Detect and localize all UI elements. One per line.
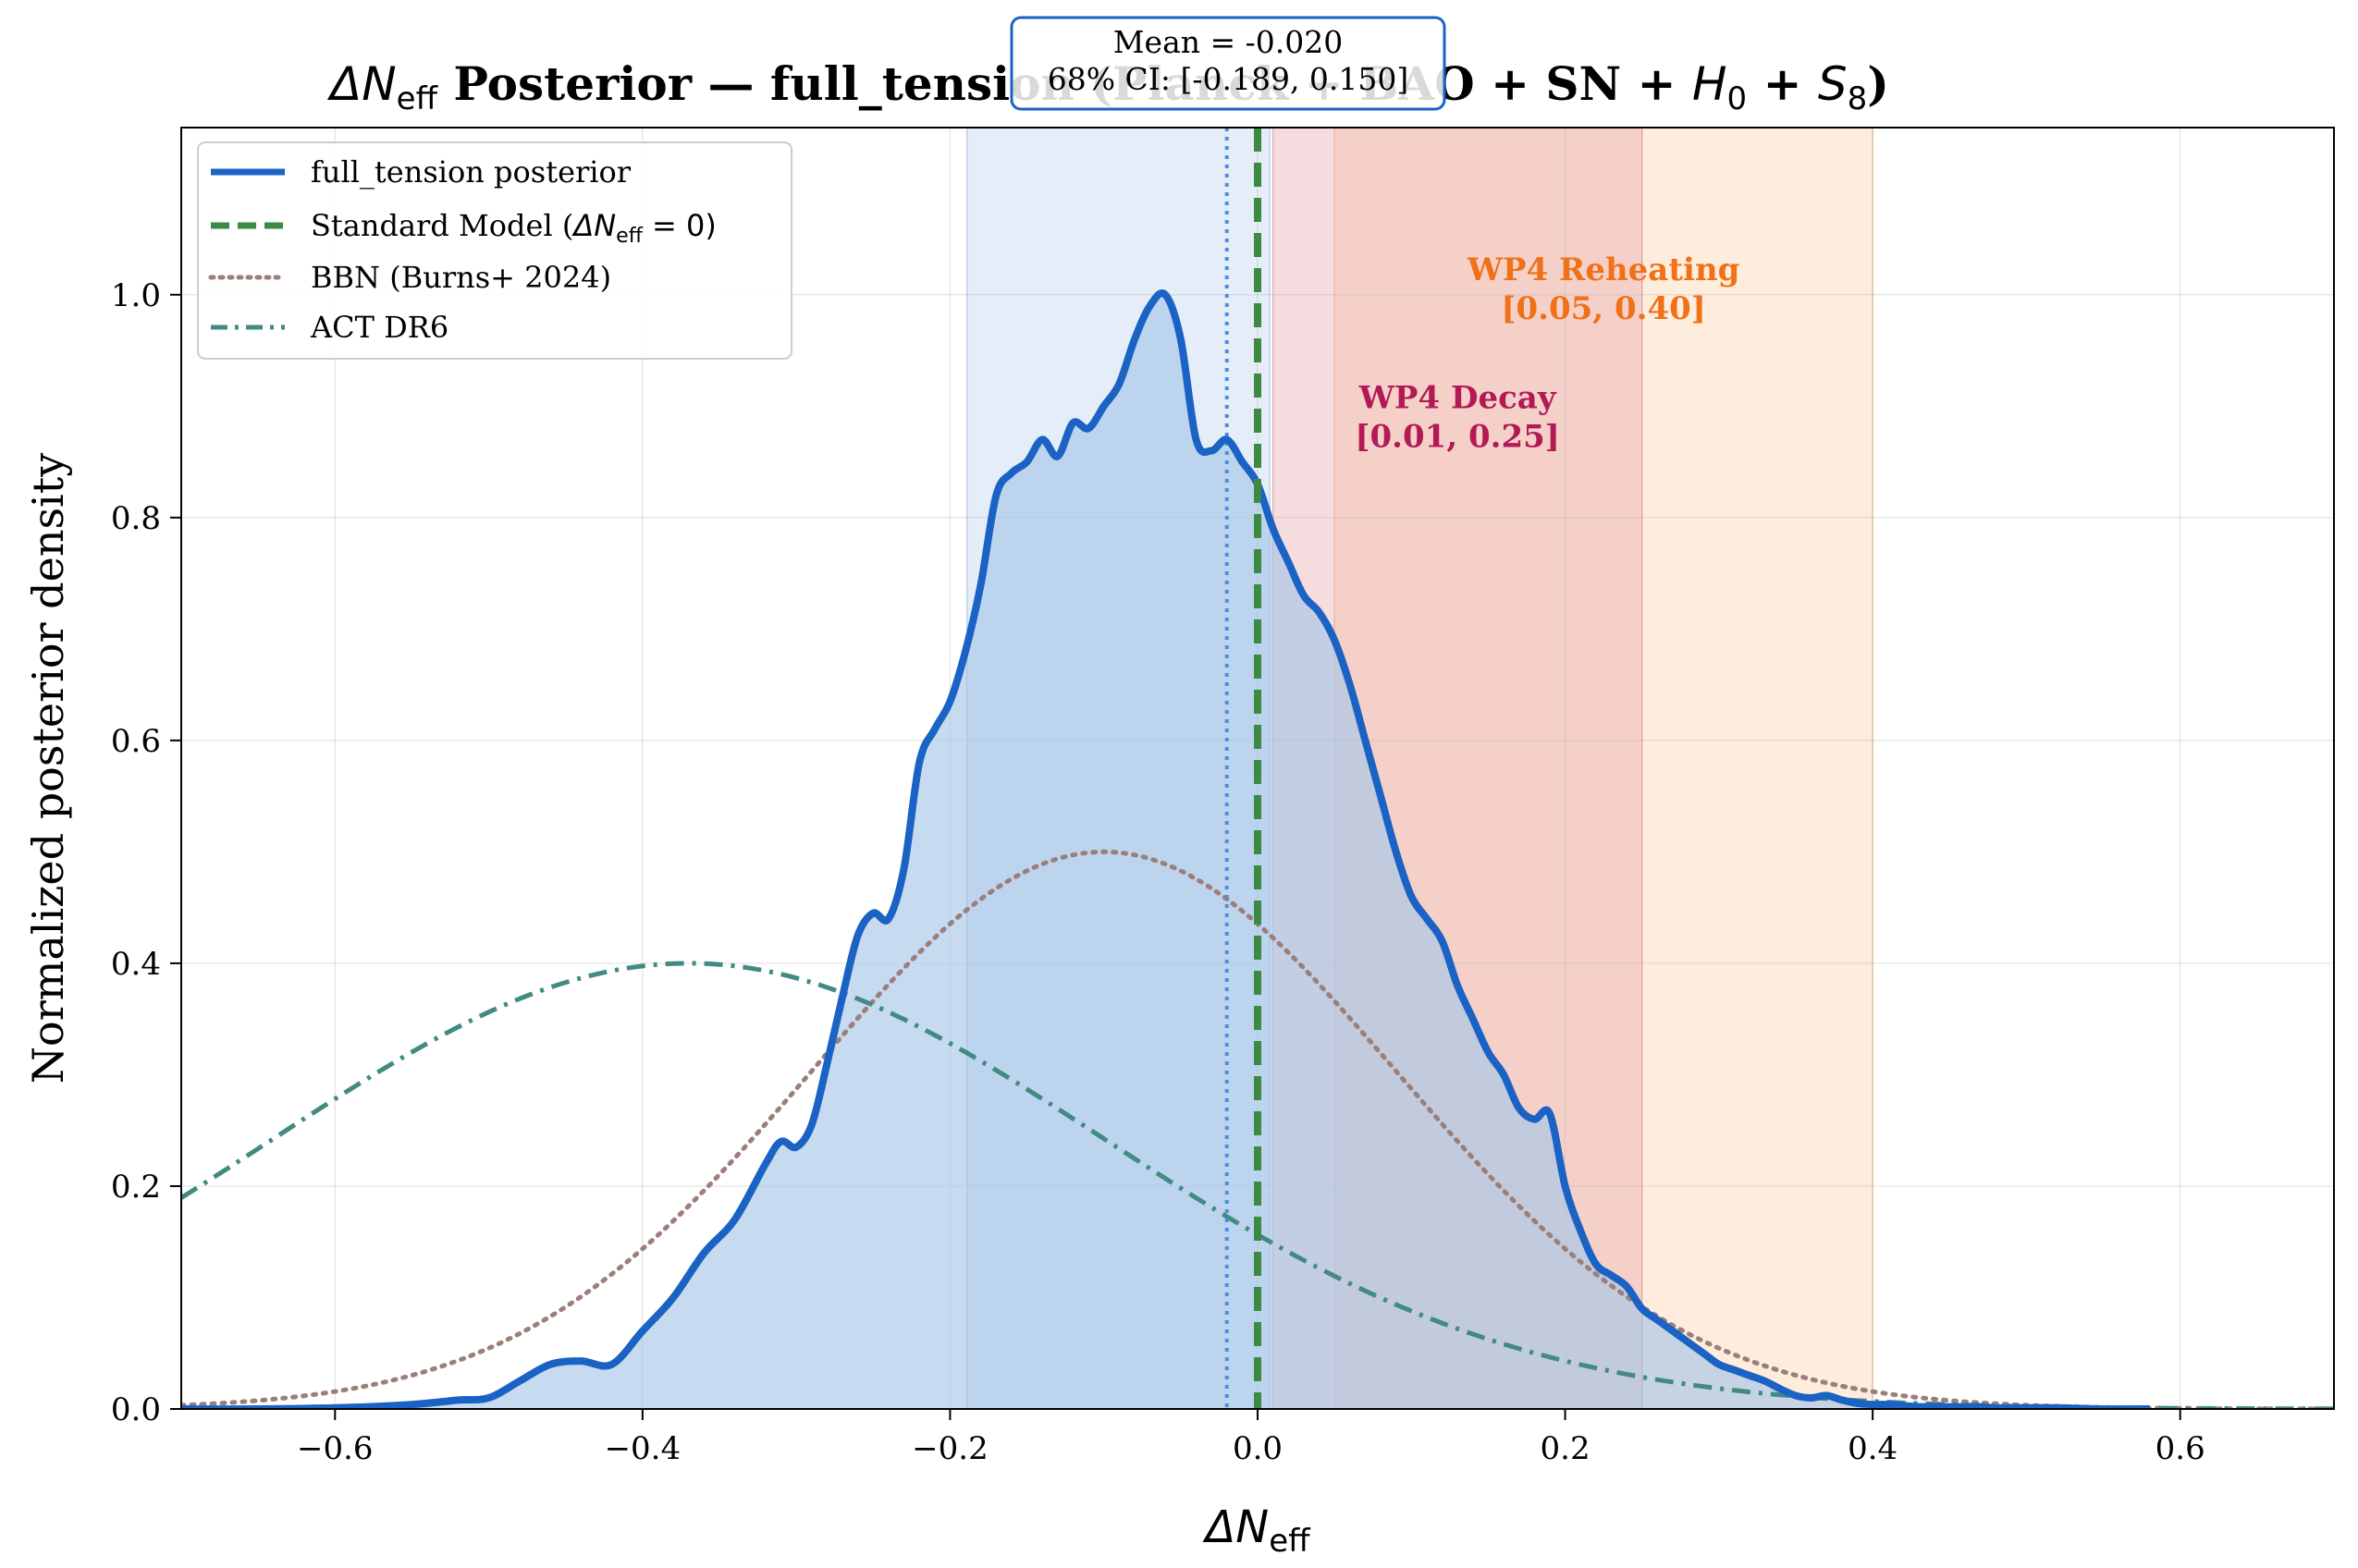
band-label-decay: WP4 Decay [0.01, 0.25] [1355, 379, 1559, 455]
band-label-decay-name: WP4 Decay [1358, 379, 1557, 416]
title-s-sub: 8 [1848, 80, 1868, 117]
x-tick-label-0: −0.6 [297, 1430, 374, 1467]
legend-sm-sub: eff [616, 225, 644, 248]
title-s: S [1818, 57, 1848, 111]
title-h: H [1692, 57, 1727, 111]
title-h-sub: 0 [1727, 80, 1748, 117]
legend-frame [197, 141, 792, 360]
band-label-reheating-range: [0.05, 0.40] [1501, 290, 1705, 327]
y-tick-label-0: 0.0 [111, 1391, 161, 1428]
x-axis-label: ΔNeff [1201, 1501, 1311, 1560]
y-ticks: 0.0 0.2 0.4 0.6 0.8 1.0 [111, 277, 181, 1428]
y-tick-label-2: 0.4 [111, 946, 161, 983]
legend: full_tension posterior Standard Model (Δ… [197, 141, 792, 360]
band-label-decay-range: [0.01, 0.25] [1355, 418, 1559, 455]
title-close: ) [1867, 56, 1889, 111]
x-tick-label-4: 0.2 [1541, 1430, 1590, 1467]
legend-sm-math: ΔN [571, 208, 616, 243]
y-tick-label-1: 0.2 [111, 1169, 161, 1206]
title-math-sub: eff [397, 80, 439, 117]
x-axis-label-main: ΔN [1201, 1501, 1269, 1553]
stats-box: Mean = -0.020 68% CI: [-0.189, 0.150] [1010, 16, 1446, 111]
legend-sm-suffix: = 0) [643, 208, 717, 243]
legend-label-bbn: BBN (Burns+ 2024) [311, 260, 611, 295]
band-label-reheating-name: WP4 Reheating [1467, 251, 1740, 288]
x-tick-label-1: −0.4 [605, 1430, 682, 1467]
legend-label-standard-model: Standard Model (ΔNeff = 0) [311, 208, 717, 248]
title-plus: + [1747, 56, 1818, 111]
y-tick-label-4: 0.8 [111, 500, 161, 537]
title-math-delta: ΔN [326, 57, 397, 111]
y-tick-label-3: 0.6 [111, 723, 161, 760]
band-label-reheating: WP4 Reheating [0.05, 0.40] [1467, 251, 1740, 327]
x-axis-label-sub: eff [1269, 1523, 1311, 1560]
y-axis-label: Normalized posterior density [23, 453, 73, 1084]
posterior-curve [181, 289, 2150, 1409]
x-ticks: −0.6 −0.4 −0.2 0.0 0.2 0.4 0.6 [297, 1409, 2205, 1467]
stats-ci: 68% CI: [-0.189, 0.150] [1048, 61, 1409, 97]
legend-label-act: ACT DR6 [310, 310, 448, 345]
posterior-fill [181, 292, 2150, 1409]
legend-label-posterior: full_tension posterior [311, 154, 632, 190]
posterior-fill-layer [181, 292, 2150, 1409]
x-tick-label-6: 0.6 [2155, 1430, 2205, 1467]
y-tick-label-5: 1.0 [111, 277, 161, 314]
x-tick-label-3: 0.0 [1233, 1430, 1283, 1467]
legend-sm-prefix: Standard Model ( [311, 208, 573, 243]
x-tick-label-2: −0.2 [912, 1430, 989, 1467]
stats-box-frame [1010, 16, 1446, 111]
stats-mean: Mean = -0.020 [1113, 24, 1344, 60]
lines-layer [181, 128, 2334, 1409]
x-tick-label-5: 0.4 [1848, 1430, 1897, 1467]
